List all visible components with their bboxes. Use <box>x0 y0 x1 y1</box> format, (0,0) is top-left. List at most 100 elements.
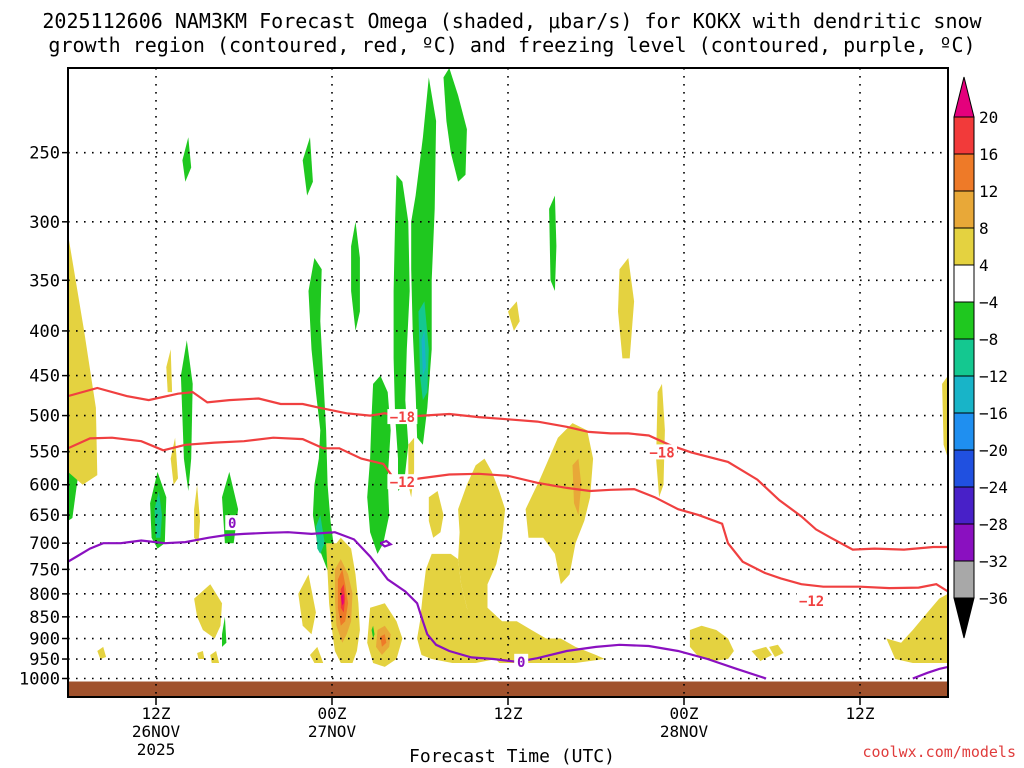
colorbar-box <box>953 449 975 488</box>
contour-label-bg <box>647 444 677 460</box>
colorbar-label: −32 <box>979 552 1008 571</box>
x-tick-label: 12Z <box>142 704 171 723</box>
y-tick-label: 700 <box>29 534 60 554</box>
y-tick-label: 350 <box>29 271 60 291</box>
omega-region <box>371 625 375 639</box>
y-tick-label: 500 <box>29 407 60 427</box>
contour-label-bg <box>225 515 240 531</box>
chart-title-line1: 2025112606 NAM3KM Forecast Omega (shaded… <box>42 9 982 33</box>
colorbar-label: −16 <box>979 404 1008 423</box>
colorbar-label: 20 <box>979 108 998 127</box>
omega-region <box>166 349 173 393</box>
colorbar-label: −8 <box>979 330 998 349</box>
chart-title-line2: growth region (contoured, red, ºC) and f… <box>48 33 976 57</box>
omega-region <box>222 616 227 647</box>
omega-region <box>170 437 178 485</box>
omega-region <box>180 340 193 491</box>
omega-region <box>315 515 325 554</box>
omega-region <box>689 625 734 661</box>
y-tick-label: 450 <box>29 367 60 387</box>
omega-region <box>308 258 335 575</box>
contour-label-bg <box>387 409 418 425</box>
colorbar-label: −36 <box>979 589 1008 608</box>
omega-region <box>97 646 107 659</box>
omega-region <box>525 423 594 585</box>
colorbar-box <box>953 375 975 414</box>
y-tick-label: 400 <box>29 322 60 342</box>
contour-label: −12 <box>799 594 824 610</box>
colorbar-box <box>953 190 975 229</box>
colorbar-label: −20 <box>979 441 1008 460</box>
omega-region <box>618 258 635 359</box>
omega-region <box>194 584 222 639</box>
y-tick-label: 550 <box>29 443 60 463</box>
contour-line <box>379 539 393 548</box>
omega-region <box>367 375 391 554</box>
contour-label-bg <box>514 653 529 669</box>
colorbar-label: −24 <box>979 478 1008 497</box>
y-tick-label: 250 <box>29 144 60 164</box>
colorbar-label: −28 <box>979 515 1008 534</box>
colorbar-label: 12 <box>979 182 998 201</box>
colorbar-label: −4 <box>979 293 998 312</box>
x-tick-label: 26NOV <box>132 722 181 741</box>
y-tick-label: 300 <box>29 213 60 233</box>
omega-region <box>302 137 313 196</box>
x-tick-label: 00Z <box>318 704 347 723</box>
omega-region <box>222 471 239 544</box>
omega-region <box>411 77 437 445</box>
colorbar-box <box>953 116 975 155</box>
y-tick-label: 900 <box>29 630 60 650</box>
contour-line <box>68 386 948 551</box>
colorbar-label: 4 <box>979 256 989 275</box>
x-axis-title: Forecast Time (UTC) <box>409 746 615 767</box>
omega-region <box>942 375 948 459</box>
omega-region <box>68 234 98 485</box>
omega-region <box>458 458 605 663</box>
omega-region <box>351 221 360 331</box>
colorbar-box <box>953 153 975 192</box>
omega-region <box>443 68 467 182</box>
colorbar-box <box>953 412 975 451</box>
colorbar-label: −12 <box>979 367 1008 386</box>
terrain-surface <box>68 681 948 697</box>
site-credit[interactable]: coolwx.com/models <box>862 743 1016 761</box>
x-tick-label: 00Z <box>670 704 699 723</box>
contour-label: 0 <box>228 516 236 532</box>
contour-line <box>912 665 948 680</box>
contour-line <box>68 436 948 593</box>
colorbar-box <box>953 338 975 377</box>
plot-area: −18 −18 −12 −12 0 0 <box>68 68 948 697</box>
omega-region <box>154 491 162 538</box>
y-tick-label: 850 <box>29 608 60 628</box>
colorbar-label: 16 <box>979 145 998 164</box>
y-tick-label: 600 <box>29 476 60 496</box>
omega-region <box>508 301 520 331</box>
colorbar-top-arrow <box>953 76 975 118</box>
y-tick-label: 800 <box>29 585 60 605</box>
omega-region <box>572 458 582 516</box>
omega-region <box>310 646 324 663</box>
omega-region <box>417 553 497 663</box>
y-tick-label: 650 <box>29 506 60 526</box>
colorbar-label: 8 <box>979 219 989 238</box>
contour-label: −18 <box>390 410 415 426</box>
colorbar-box <box>953 264 975 303</box>
colorbar-box <box>953 301 975 340</box>
omega-region <box>886 593 948 663</box>
omega-region <box>197 651 205 659</box>
omega-region <box>380 634 387 647</box>
x-tick-label: 12Z <box>846 704 875 723</box>
colorbar-box <box>953 523 975 562</box>
x-tick-label: 2025 <box>137 740 176 759</box>
colorbar-box <box>953 227 975 266</box>
omega-region <box>298 574 316 635</box>
omega-region <box>194 484 200 544</box>
x-tick-label: 12Z <box>494 704 523 723</box>
y-tick-label: 950 <box>29 650 60 670</box>
contour-label: −12 <box>390 475 415 491</box>
contour-line <box>68 531 767 680</box>
colorbar-box <box>953 486 975 525</box>
omega-region <box>340 593 344 606</box>
